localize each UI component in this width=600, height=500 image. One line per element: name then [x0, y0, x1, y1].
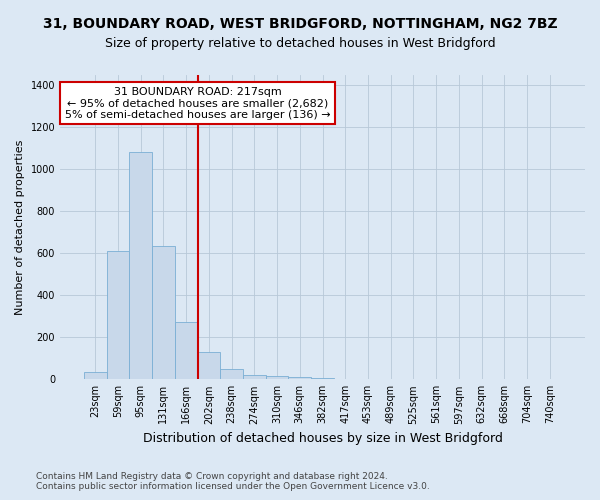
- Bar: [266, 376, 289, 380]
- Bar: [220, 369, 243, 380]
- Bar: [130, 152, 152, 380]
- Text: Contains public sector information licensed under the Open Government Licence v3: Contains public sector information licen…: [36, 482, 430, 491]
- Text: 31 BOUNDARY ROAD: 217sqm
← 95% of detached houses are smaller (2,682)
5% of semi: 31 BOUNDARY ROAD: 217sqm ← 95% of detach…: [65, 86, 331, 120]
- Bar: [107, 252, 130, 380]
- Bar: [152, 246, 175, 380]
- Text: 31, BOUNDARY ROAD, WEST BRIDGFORD, NOTTINGHAM, NG2 7BZ: 31, BOUNDARY ROAD, WEST BRIDGFORD, NOTTI…: [43, 18, 557, 32]
- X-axis label: Distribution of detached houses by size in West Bridgford: Distribution of detached houses by size …: [143, 432, 502, 445]
- Bar: [311, 378, 334, 380]
- Bar: [289, 377, 311, 380]
- Text: Contains HM Land Registry data © Crown copyright and database right 2024.: Contains HM Land Registry data © Crown c…: [36, 472, 388, 481]
- Bar: [175, 322, 197, 380]
- Bar: [243, 375, 266, 380]
- Text: Size of property relative to detached houses in West Bridgford: Size of property relative to detached ho…: [104, 38, 496, 51]
- Bar: [197, 352, 220, 380]
- Y-axis label: Number of detached properties: Number of detached properties: [15, 140, 25, 315]
- Bar: [84, 372, 107, 380]
